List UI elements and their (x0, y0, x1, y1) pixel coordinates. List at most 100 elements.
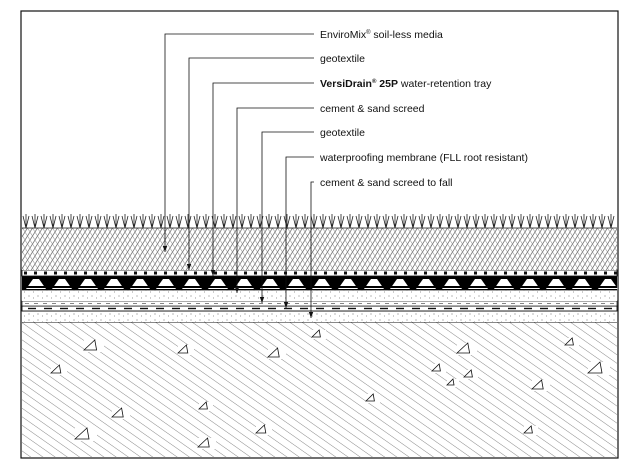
grass-tuft (553, 214, 561, 229)
geotextile-1-dot (144, 271, 147, 275)
grass-tuft (148, 214, 156, 229)
geotextile-1-dot (414, 271, 417, 275)
aggregate-bg (199, 402, 213, 411)
waterproofing-membrane-layer (21, 305, 618, 312)
geotextile-1-dot (154, 271, 157, 275)
label-screed-1: cement & sand screed (320, 103, 425, 115)
leader-line (261, 131, 314, 303)
geotextile-1-dot (114, 271, 117, 275)
geotextile-1-dot (444, 271, 447, 275)
label-versidrain-reg: ® (372, 78, 377, 85)
aggregate-mark (311, 329, 321, 338)
geotextile-1-dot (44, 271, 47, 275)
grass-tuft (355, 214, 363, 229)
aggregate-bg (112, 408, 130, 419)
tray-base (22, 286, 617, 288)
label-membrane: waterproofing membrane (FLL root resista… (319, 152, 528, 164)
aggregate-mark (110, 407, 124, 418)
geotextile-1-dot (64, 271, 67, 275)
geotextile-1-dot (544, 271, 547, 275)
aggregate-bg (524, 426, 538, 435)
grass-tuft (562, 214, 570, 229)
aggregate-mark (523, 425, 533, 434)
aggregate-bg (447, 379, 459, 387)
geotextile-1-dot (304, 271, 307, 275)
geotextile-1-dot (104, 271, 107, 275)
geotextile-1-dot (564, 271, 567, 275)
label-versidrain-model: 25P (376, 78, 398, 90)
grass-tuft (400, 214, 408, 229)
grass-tuft (121, 214, 129, 229)
grass-tuft (139, 214, 147, 229)
grass-tuft (130, 214, 138, 229)
aggregate-mark (198, 401, 208, 410)
aggregate-bg (565, 338, 579, 347)
aggregate-bg (178, 345, 194, 355)
geotextile-1-dot (464, 271, 467, 275)
geotextile-1-dot (434, 271, 437, 275)
label-versidrain: VersiDrain® 25P water-retention tray (320, 78, 492, 90)
aggregate-mark (586, 361, 603, 374)
aggregate-mark (73, 427, 90, 440)
aggregate-mark (177, 344, 189, 354)
grass-layer (22, 214, 615, 229)
geotextile-1-dot (594, 271, 597, 275)
grass-tuft (508, 214, 516, 229)
grass-tuft (544, 214, 552, 229)
aggregate-mark (530, 379, 544, 390)
grass-tuft (40, 214, 48, 229)
aggregate-mark (266, 347, 280, 358)
grass-tuft (409, 214, 417, 229)
leader-lines (162, 33, 314, 318)
geotextile-1-dot (134, 271, 137, 275)
leader-line (310, 181, 314, 318)
label-geotextile-2: geotextile (320, 127, 365, 139)
geotextile-1-dot (204, 271, 207, 275)
screed-fall-fill (22, 311, 617, 322)
geotextile-1-dot (224, 271, 227, 275)
label-screed-fall-text: cement & sand screed to fall (320, 177, 453, 189)
aggregate-bg (432, 364, 446, 373)
geotextile-1-dot (124, 271, 127, 275)
geotextile-1-dot (254, 271, 257, 275)
grass-tuft (85, 214, 93, 229)
grass-tuft (184, 214, 192, 229)
geotextile-1-dot (94, 271, 97, 275)
aggregate-bg (256, 425, 272, 435)
grass-tuft (427, 214, 435, 229)
geotextile-1-dot (284, 271, 287, 275)
grass-tuft (526, 214, 534, 229)
grass-tuft (22, 214, 30, 229)
geotextile-1-dot (184, 271, 187, 275)
geotextile-1-dot (234, 271, 237, 275)
label-geotextile-1-text: geotextile (320, 53, 365, 65)
leader-arrow (186, 264, 192, 270)
layer-labels: EnviroMix® soil-less media geotextile Ve… (319, 29, 528, 189)
geotextile-1-dot (374, 271, 377, 275)
geotextile-1-dot (54, 271, 57, 275)
grass-tuft (301, 214, 309, 229)
screed-to-fall-layer (22, 310, 617, 322)
geotextile-1-dot (314, 271, 317, 275)
grass-tuft (346, 214, 354, 229)
aggregate-mark (455, 342, 471, 354)
label-membrane-text: waterproofing membrane (FLL root resista… (319, 152, 528, 164)
grass-tuft (391, 214, 399, 229)
leader-arrow (283, 302, 289, 308)
grass-tuft (265, 214, 273, 229)
aggregate-mark (255, 424, 267, 434)
cement-sand-screed-layer (22, 289, 617, 301)
aggregate-bg (366, 394, 380, 403)
geotextile-1-dot (584, 271, 587, 275)
geotextile-1-dot (34, 271, 37, 275)
grass-tuft (373, 214, 381, 229)
grass-tuft (220, 214, 228, 229)
grass-tuft (166, 214, 174, 229)
geotextile-1-dot (484, 271, 487, 275)
grass-tuft (310, 214, 318, 229)
grass-tuft (598, 214, 606, 229)
geotextile-1-dot (24, 271, 27, 275)
geotextile-1-dot (574, 271, 577, 275)
label-geotextile-2-text: geotextile (320, 127, 365, 139)
geotextile-1-dot (504, 271, 507, 275)
